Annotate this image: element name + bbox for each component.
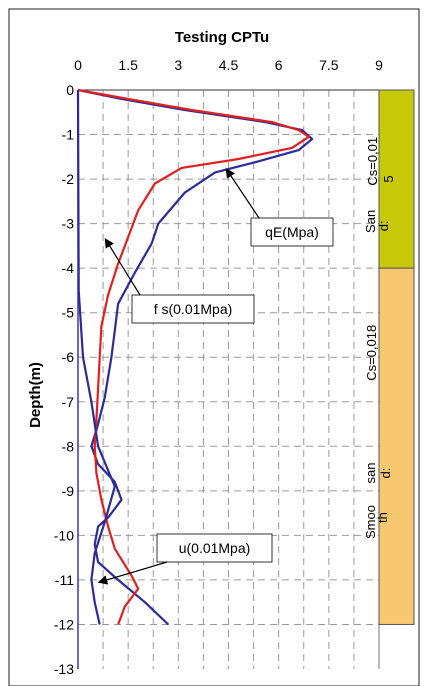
y-tick-label: -11	[55, 572, 74, 588]
x-tick-label: 9	[375, 57, 383, 73]
y-tick-label: -5	[62, 305, 75, 321]
y-tick-label: -3	[62, 216, 75, 232]
y-tick-label: -4	[62, 260, 75, 276]
callout-arrow	[225, 168, 260, 219]
soil-layer-text: Cs=0,018	[364, 325, 379, 381]
callout-arrow	[104, 237, 141, 296]
x-tick-label: 6	[275, 57, 283, 73]
callout-label: qE(Mpa)	[265, 224, 319, 240]
series-line	[76, 89, 116, 625]
callout-box	[250, 217, 334, 247]
y-tick-label: -12	[54, 616, 74, 632]
chart-title: Testing CPTu	[175, 29, 269, 46]
x-tick-label: 3	[174, 57, 182, 73]
x-tick-label: 0	[74, 57, 82, 73]
y-tick-label: -9	[62, 483, 75, 499]
y-tick-label: -10	[54, 527, 74, 543]
callout-label: f s(0.01Mpa)	[154, 301, 233, 317]
y-tick-label: -6	[62, 349, 75, 365]
y-tick-label: -8	[62, 438, 75, 454]
y-tick-label: 0	[66, 82, 74, 98]
soil-layer-text: Smoo	[363, 505, 378, 539]
soil-layer-text: Cs=0,01	[365, 137, 380, 186]
x-tick-label: 4.5	[219, 57, 239, 73]
grid	[78, 90, 379, 669]
series	[76, 88, 314, 626]
callout-box	[156, 533, 273, 563]
soil-layer-text: d:	[378, 468, 393, 479]
series-line	[77, 88, 310, 625]
soil-layer-text: san	[363, 463, 378, 484]
y-tick-label: -13	[54, 661, 74, 677]
soil-layer-bar	[378, 89, 415, 269]
callout-arrow	[97, 561, 168, 585]
soil-layer-bar	[378, 267, 415, 625]
callout-label: u(0.01Mpa)	[179, 540, 251, 556]
y-tick-label: -2	[62, 171, 75, 187]
x-tick-label: 1.5	[118, 57, 138, 73]
tick-labels: 0 1.5 3 4.5 6 7.5 9 0 -1 -2 -3 -4 -5 -6 -7 -8 -9 -10 -11 -1…	[54, 57, 383, 677]
soil-layer-text: d:	[376, 220, 391, 231]
callouts: qE(Mpa) f s(0.01Mpa) u(0.01Mpa)	[97, 168, 334, 585]
soil-layer-text: San	[363, 210, 378, 233]
x-tick-label: 7.5	[319, 57, 339, 73]
soil-layer-text: 5	[381, 175, 396, 182]
y-tick-label: -1	[62, 127, 75, 143]
callout-box	[131, 294, 255, 324]
y-axis-label: Depth(m)	[27, 362, 44, 428]
soil-layer-text: th	[375, 512, 390, 523]
y-tick-label: -7	[62, 394, 75, 410]
